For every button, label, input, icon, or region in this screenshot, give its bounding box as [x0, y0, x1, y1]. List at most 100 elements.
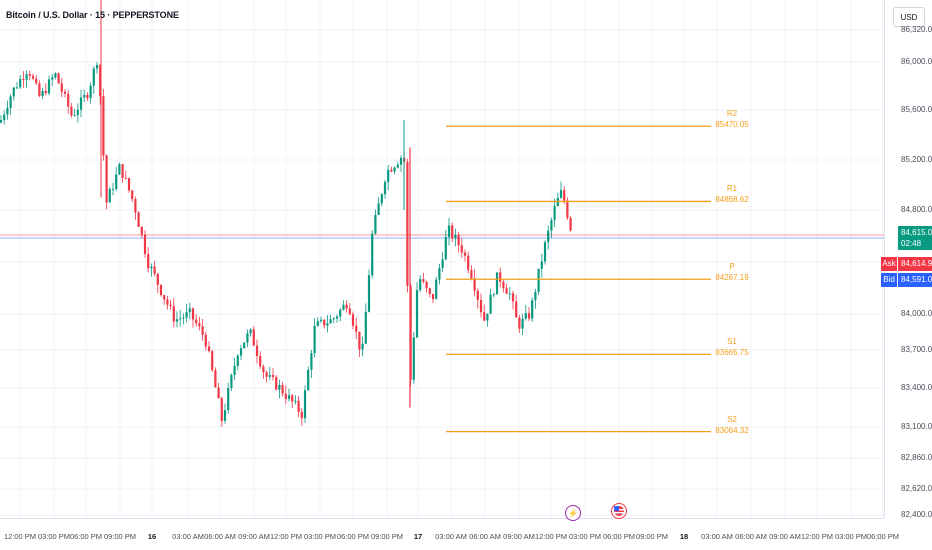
us-flag-icon[interactable] — [611, 503, 627, 519]
candle-body — [92, 68, 95, 86]
candle-body — [6, 108, 9, 115]
candle-body — [233, 365, 236, 375]
candle-body — [38, 83, 41, 96]
candle-body — [150, 266, 153, 269]
candle-body — [105, 155, 108, 203]
price-tick-label: 86,000.00 — [901, 57, 932, 66]
candle-body — [454, 235, 457, 239]
candle-body — [489, 294, 492, 314]
candle-body — [252, 329, 255, 346]
price-tick-label: 84,000.00 — [901, 309, 932, 318]
time-tick-label: 03:00 PM — [834, 532, 868, 541]
candlestick-chart[interactable] — [0, 0, 884, 518]
time-axis[interactable]: 12:00 PM 03:00 PM 06:00 PM 09:00 PM 16 03:00 … — [0, 518, 899, 550]
candle-body — [547, 230, 550, 243]
candle-body — [111, 188, 115, 190]
candle-body — [566, 200, 569, 218]
last-price: 84,615.00 — [901, 228, 932, 237]
candle-body — [303, 390, 307, 419]
candle-body — [364, 311, 367, 344]
currency-button[interactable]: USD — [893, 7, 925, 27]
candle-body — [361, 343, 364, 350]
time-tick-label: 06:00 AM — [204, 532, 236, 541]
pivot-name: P — [729, 262, 735, 272]
candle-body — [393, 167, 396, 172]
candle-body — [534, 291, 537, 301]
candle-body — [19, 79, 22, 88]
pivot-label-s2: S2 83064.32 — [712, 414, 752, 436]
candle-body — [339, 309, 342, 317]
candle-body — [246, 333, 249, 343]
candle-body — [236, 355, 239, 366]
candle-body — [451, 225, 454, 239]
candle-body — [425, 281, 428, 289]
candle-body — [102, 96, 105, 156]
time-tick-label: 03:00 PM — [568, 532, 602, 541]
candle-body — [476, 290, 479, 300]
candle-body — [25, 74, 28, 80]
time-tick-label: 12:00 PM — [269, 532, 303, 541]
pivot-value: 85470.05 — [715, 120, 749, 130]
candle-body — [70, 106, 73, 116]
price-tick-label: 83,400.00 — [901, 383, 932, 392]
candle-body — [470, 269, 473, 279]
candle-body — [380, 194, 383, 204]
candle-body — [108, 189, 111, 203]
candle-body — [211, 351, 214, 371]
candle-body — [195, 319, 198, 324]
candle-body — [41, 90, 44, 96]
candle-body — [540, 261, 543, 269]
candle-body — [153, 266, 156, 274]
time-tick-label: 06:00 PM — [602, 532, 636, 541]
time-tick-label: 03:00 PM — [37, 532, 71, 541]
candle-body — [335, 316, 339, 319]
candle-body — [115, 174, 118, 189]
time-tick-label: 09:00 PM — [103, 532, 137, 541]
candle-body — [223, 410, 227, 421]
lightning-icon[interactable]: ⚡ — [565, 505, 581, 521]
price-tick-label: 82,620.00 — [901, 484, 932, 493]
candle-body — [134, 199, 137, 213]
candle-body — [131, 190, 134, 200]
candle-body — [326, 323, 329, 326]
candle-body — [163, 295, 166, 300]
candle-body — [415, 290, 419, 338]
candle-body — [207, 346, 211, 352]
symbol-title[interactable]: Bitcoin / U.S. Dollar · 15 · PEPPERSTONE — [6, 10, 179, 20]
pivot-name: R2 — [726, 109, 738, 119]
candle-body — [355, 325, 358, 332]
candle-body — [143, 234, 147, 255]
time-tick-label: 12:00 PM — [3, 532, 37, 541]
candle-body — [316, 321, 319, 326]
chart-area[interactable] — [0, 0, 884, 518]
candle-body — [243, 342, 246, 349]
candle-body — [495, 272, 499, 295]
candle-body — [291, 395, 294, 402]
candle-body — [137, 212, 140, 227]
pivot-value: 84868.62 — [715, 195, 749, 205]
price-tick-label: 82,400.00 — [901, 510, 932, 519]
candle-body — [569, 217, 572, 231]
candle-body — [214, 370, 217, 388]
candle-body — [182, 317, 185, 319]
countdown: 02:48 — [901, 239, 922, 248]
candle-body — [553, 206, 556, 221]
last-price-tag: 84,615.00 02:48 — [898, 226, 932, 250]
candle-body — [492, 294, 495, 296]
candle-body — [179, 318, 182, 320]
candle-body — [265, 372, 268, 377]
price-tick-label: 85,200.00 — [901, 155, 932, 164]
candle-body — [511, 293, 515, 302]
candle-body — [287, 395, 291, 399]
time-tick-label: 12:00 PM — [534, 532, 568, 541]
candle-body — [515, 301, 518, 318]
candle-body — [444, 236, 447, 260]
candle-body — [537, 268, 540, 292]
pivot-value: 83064.32 — [715, 425, 749, 435]
candle-body — [12, 87, 15, 97]
candle-body — [319, 319, 323, 322]
candle-body — [371, 233, 374, 276]
bid-label: Bid — [881, 273, 897, 287]
candle-body — [431, 293, 435, 300]
time-tick-label: 09:00 AM — [238, 532, 270, 541]
